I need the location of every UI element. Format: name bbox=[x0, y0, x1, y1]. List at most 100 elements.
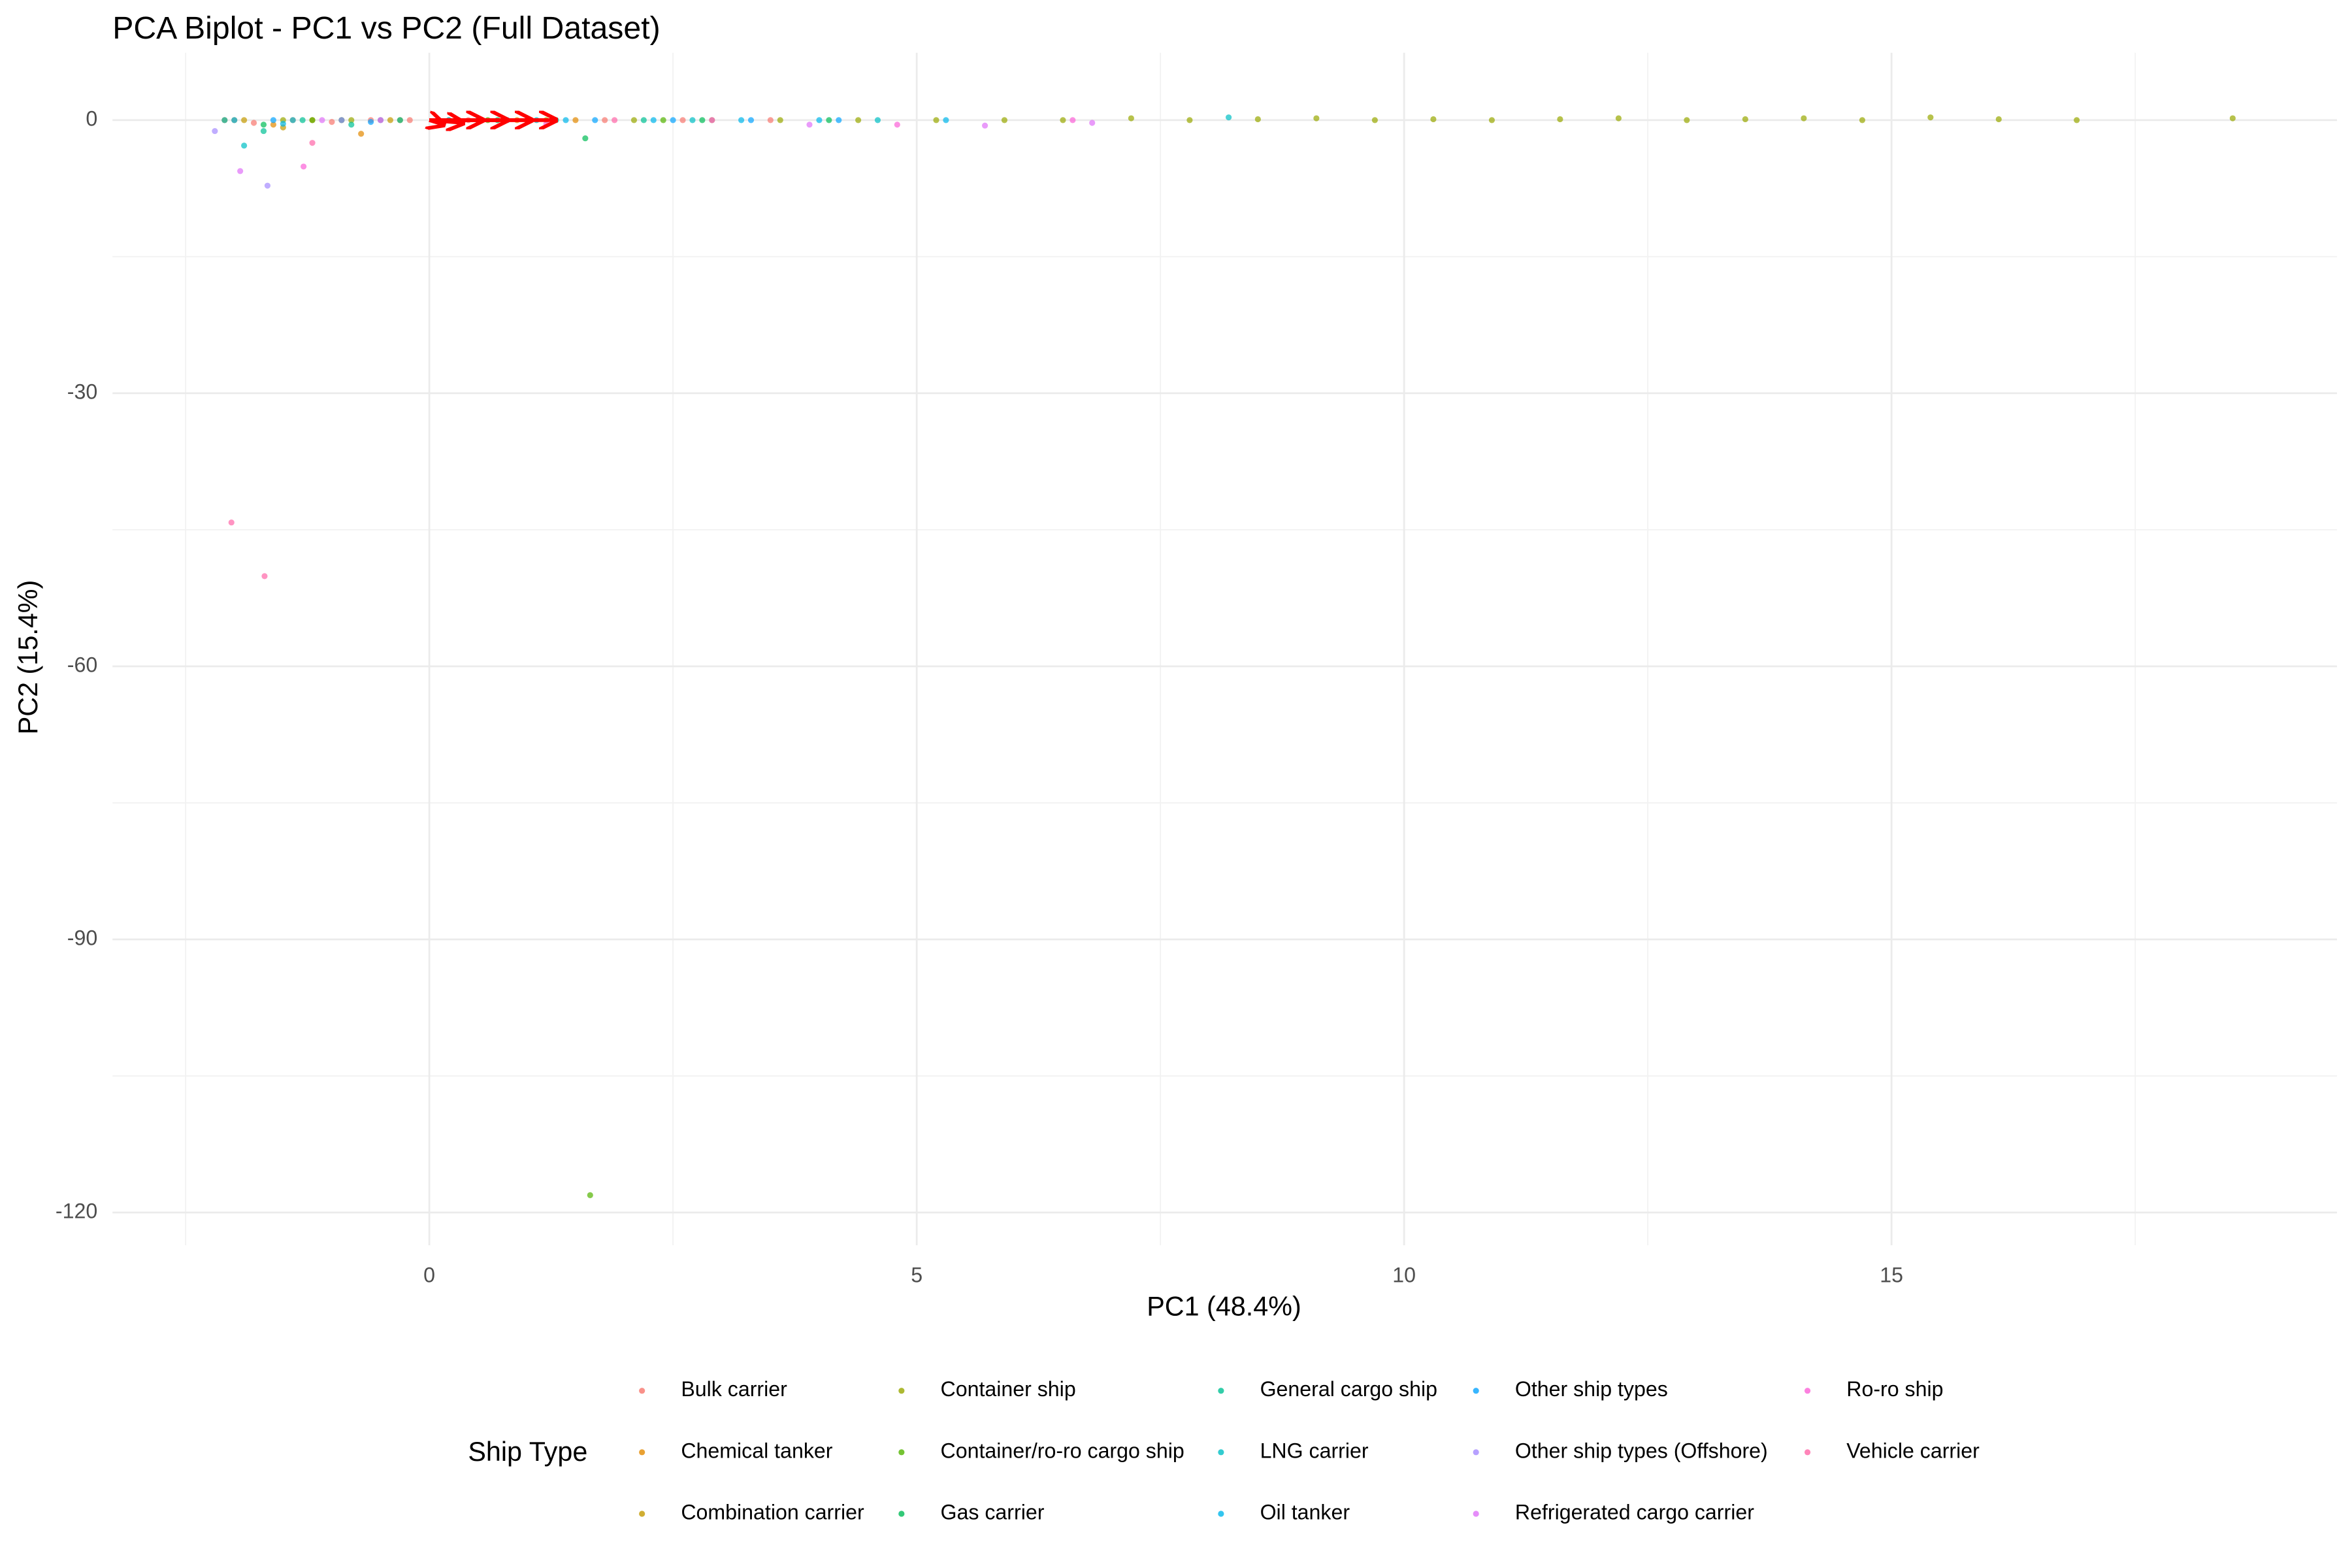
point bbox=[1684, 117, 1690, 123]
x-tick-label: 15 bbox=[1880, 1264, 1903, 1287]
legend-swatch bbox=[898, 1388, 905, 1394]
point bbox=[1801, 115, 1807, 122]
point bbox=[1859, 117, 1866, 123]
point bbox=[329, 119, 335, 125]
point bbox=[874, 117, 881, 123]
point bbox=[237, 168, 244, 174]
point bbox=[338, 117, 345, 123]
point bbox=[1995, 116, 2002, 123]
point bbox=[377, 117, 384, 123]
point bbox=[689, 117, 696, 123]
point bbox=[1488, 117, 1495, 123]
point bbox=[981, 122, 988, 129]
point bbox=[679, 117, 686, 123]
point bbox=[630, 117, 638, 123]
legend-label: Combination carrier bbox=[681, 1500, 864, 1524]
legend-label: Gas carrier bbox=[941, 1500, 1045, 1524]
point bbox=[1001, 117, 1008, 123]
y-tick-label: 0 bbox=[86, 106, 97, 130]
point bbox=[1371, 117, 1378, 123]
legend-label: Ro-ro ship bbox=[1846, 1377, 1943, 1401]
legend-swatch bbox=[639, 1449, 645, 1456]
point bbox=[587, 1192, 593, 1198]
point bbox=[319, 117, 325, 123]
point bbox=[1557, 116, 1563, 123]
point bbox=[1225, 114, 1232, 121]
point bbox=[301, 163, 307, 170]
y-axis-label: PC2 (15.4%) bbox=[13, 580, 43, 735]
chart-title: PCA Biplot - PC1 vs PC2 (Full Dataset) bbox=[112, 10, 660, 46]
point bbox=[1313, 115, 1320, 122]
point bbox=[2229, 115, 2236, 122]
legend-label: Oil tanker bbox=[1260, 1500, 1350, 1524]
legend-label: Vehicle carrier bbox=[1846, 1439, 1980, 1462]
legend-title: Ship Type bbox=[468, 1437, 587, 1467]
legend-label: Chemical tanker bbox=[681, 1439, 832, 1462]
legend-swatch bbox=[639, 1511, 645, 1517]
point bbox=[1186, 117, 1193, 123]
point bbox=[836, 117, 842, 123]
point bbox=[612, 117, 618, 123]
point bbox=[563, 117, 569, 123]
point bbox=[397, 117, 403, 123]
point bbox=[231, 117, 238, 123]
legend-swatch bbox=[1473, 1511, 1479, 1517]
legend-swatch bbox=[898, 1449, 905, 1456]
point bbox=[640, 117, 647, 123]
point bbox=[777, 117, 783, 123]
point bbox=[894, 122, 900, 128]
point bbox=[387, 117, 394, 123]
point bbox=[309, 117, 316, 123]
legend-label: Other ship types (Offshore) bbox=[1515, 1439, 1768, 1462]
legend-swatch bbox=[1218, 1511, 1224, 1517]
point bbox=[260, 122, 267, 128]
point bbox=[228, 519, 235, 526]
y-tick-label: -60 bbox=[67, 653, 97, 676]
point bbox=[212, 127, 218, 135]
point bbox=[747, 117, 755, 123]
point bbox=[592, 117, 598, 123]
point bbox=[1128, 115, 1134, 122]
point bbox=[348, 117, 355, 123]
point bbox=[572, 117, 579, 123]
point bbox=[260, 127, 267, 135]
point bbox=[806, 122, 813, 128]
point bbox=[670, 117, 676, 123]
y-tick-label: -90 bbox=[67, 926, 97, 949]
legend-swatch bbox=[1804, 1449, 1811, 1456]
x-tick-label: 10 bbox=[1392, 1264, 1416, 1287]
point bbox=[280, 120, 286, 127]
point bbox=[660, 117, 666, 123]
legend-swatch bbox=[1473, 1388, 1479, 1394]
point bbox=[241, 142, 248, 149]
point bbox=[2074, 117, 2080, 123]
legend-label: General cargo ship bbox=[1260, 1377, 1437, 1401]
point bbox=[270, 117, 276, 123]
point bbox=[221, 117, 228, 123]
point bbox=[582, 135, 589, 142]
point bbox=[699, 117, 706, 123]
legend-swatch bbox=[1473, 1449, 1479, 1456]
legend-label: Other ship types bbox=[1515, 1377, 1668, 1401]
point bbox=[826, 117, 832, 123]
legend-label: Refrigerated cargo carrier bbox=[1515, 1500, 1754, 1524]
y-tick-label: -30 bbox=[67, 380, 97, 403]
point bbox=[367, 119, 374, 125]
x-tick-label: 0 bbox=[423, 1264, 435, 1287]
point bbox=[1089, 120, 1096, 126]
point bbox=[738, 117, 745, 123]
point bbox=[264, 182, 271, 189]
y-tick-label: -120 bbox=[56, 1199, 97, 1222]
point bbox=[309, 140, 316, 146]
point bbox=[261, 573, 268, 580]
point bbox=[270, 122, 276, 128]
point bbox=[289, 117, 296, 123]
point bbox=[602, 117, 608, 123]
point bbox=[250, 120, 257, 126]
point bbox=[1254, 116, 1261, 123]
point bbox=[767, 117, 774, 123]
point bbox=[855, 117, 862, 123]
point bbox=[358, 131, 365, 137]
point bbox=[709, 117, 715, 123]
